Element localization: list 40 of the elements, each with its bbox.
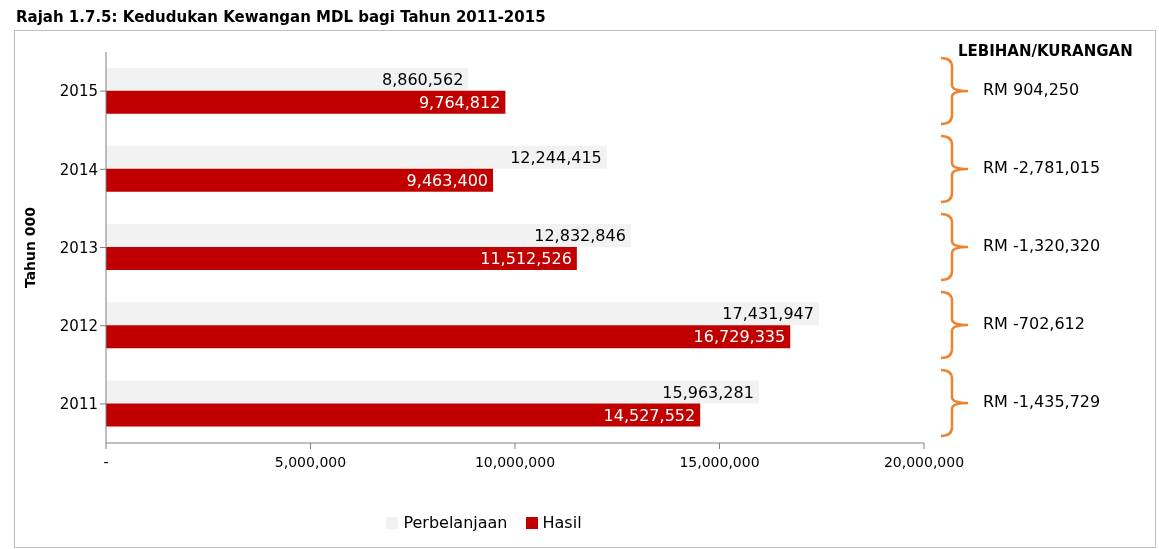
bar	[106, 247, 577, 271]
legend-label: Hasil	[542, 513, 582, 532]
text: RM -2,781,015	[983, 158, 1101, 177]
bar	[106, 403, 701, 427]
data-label: 12,244,415	[510, 148, 602, 168]
bar	[106, 380, 759, 404]
x-tick-label: 20,000,000	[883, 453, 965, 470]
y-tick-label: 2012	[59, 317, 98, 336]
y-tick-label: 2015	[59, 82, 98, 101]
bar	[106, 325, 791, 349]
data-label: 17,431,947	[722, 304, 814, 324]
data-label: 9,764,812	[418, 92, 501, 112]
data-label: 15,963,281	[662, 382, 754, 402]
y-tick-label: 2011	[59, 395, 98, 414]
x-tick-label: 15,000,000	[679, 453, 760, 470]
data-label: 16,729,335	[693, 327, 786, 347]
x-tick-label: 10,000,000	[474, 453, 556, 470]
text: RM -1,435,729	[983, 392, 1101, 411]
text: LEBIHAN/KURANGAN	[958, 42, 1133, 60]
legend-label: Perbelanjaan	[403, 513, 508, 532]
text: RM -1,320,320	[983, 236, 1101, 255]
x-tick-label: 5,000,000	[274, 453, 347, 470]
data-label: 8,860,562	[381, 69, 464, 89]
text: RM 904,250	[983, 80, 1080, 99]
data-label: 14,527,552	[603, 405, 696, 425]
bar	[106, 145, 607, 169]
bar	[106, 302, 819, 326]
bar	[106, 90, 506, 114]
bar	[106, 67, 469, 91]
y-axis-title: Tahun 000	[21, 206, 38, 289]
text: RM -702,612	[983, 314, 1085, 333]
chart-title: Rajah 1.7.5: Kedudukan Kewangan MDL bagi Tahun 2011-2015	[16, 8, 546, 26]
y-tick-label: 2013	[59, 238, 98, 257]
y-tick-label: 2014	[59, 160, 98, 179]
bar	[106, 168, 494, 192]
data-label: 9,463,400	[406, 171, 489, 191]
data-label: 12,832,846	[534, 226, 626, 246]
bar	[106, 224, 631, 248]
data-label: 11,512,526	[480, 249, 572, 269]
x-tick-label: -	[103, 453, 109, 470]
